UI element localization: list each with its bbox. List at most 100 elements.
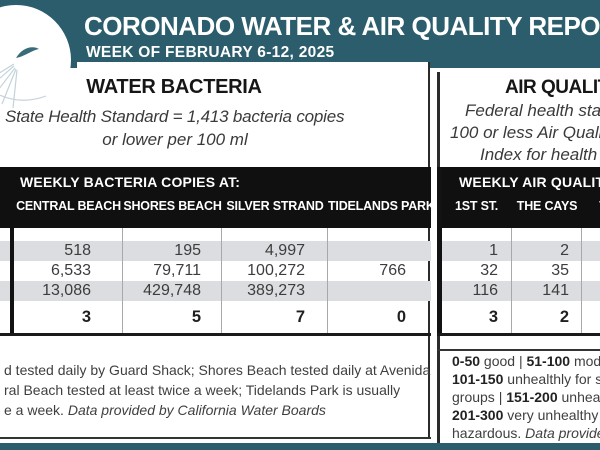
column-1st-st: 1ST ST. — [454, 199, 499, 213]
table-row: 13,086 429,748 389,273 — [0, 281, 431, 301]
cell: 6,533 — [14, 261, 123, 281]
water-table-left-border — [10, 228, 14, 336]
table-row: 1 2 — [441, 241, 600, 261]
legend-line4: 201-300 very unhealthy | — [452, 406, 600, 424]
bottom-bar — [0, 443, 600, 450]
cell: 13,086 — [14, 281, 123, 301]
water-footnote-line2: ral Beach tested at least twice a week; … — [4, 382, 401, 398]
table-row: 32 35 — [441, 261, 600, 281]
air-footer-top-border — [437, 349, 600, 351]
cell — [441, 228, 512, 241]
cell: 100,272 — [222, 261, 328, 281]
cell — [512, 228, 582, 241]
table-row — [0, 228, 431, 241]
logo-circle — [0, 5, 71, 115]
legend-range: 51-100 — [526, 353, 571, 369]
air-index-legend: 0-50 good | 51-100 moderate | 101-150 un… — [452, 352, 600, 442]
column-shores-beach: SHORES BEACH — [123, 199, 222, 213]
air-standard-line2: 100 or less Air Quality — [450, 123, 600, 142]
cell: 195 — [123, 241, 222, 261]
report-week-subtitle: WEEK OF FEBRUARY 6-12, 2025 — [86, 44, 335, 61]
air-table-header: WEEKLY AIR QUALITY INDEX AT: 1ST ST. THE… — [441, 167, 600, 228]
cell — [328, 228, 431, 241]
table-row-totals: 3 5 7 0 — [0, 301, 431, 333]
cell: 4,997 — [222, 241, 328, 261]
cell: 79,711 — [123, 261, 222, 281]
legend-text: very unhealthy | — [503, 407, 600, 423]
column-central-beach: CENTRAL BEACH — [16, 199, 121, 213]
cell: 518 — [14, 241, 123, 261]
cell: 2 — [512, 241, 582, 261]
legend-text: moderate | — [573, 353, 600, 369]
water-footnote-line3: e a week. Data provided by California Wa… — [4, 400, 430, 420]
legend-line1: 0-50 good | 51-100 moderate | — [452, 352, 600, 370]
water-footnote: d tested daily by Guard Shack; Shores Be… — [4, 360, 430, 420]
cell — [582, 281, 600, 301]
column-the-cays: THE CAYS — [516, 199, 578, 213]
cell — [14, 228, 123, 241]
cell: 3 — [14, 301, 123, 333]
cell — [582, 228, 600, 241]
column-tidelands-park: TIDELANDS PARK — [328, 199, 435, 213]
water-standard-line2: or lower per 100 ml — [102, 130, 248, 149]
legend-text: groups | — [452, 389, 507, 405]
air-table-title: WEEKLY AIR QUALITY INDEX AT: — [459, 174, 600, 190]
water-standard-line1: State Health Standard = 1,413 bacteria c… — [5, 107, 345, 126]
cell — [123, 228, 222, 241]
legend-line2: 101-150 unhealthly for sensitive — [452, 370, 600, 388]
water-footnote-line3-text: e a week. — [4, 402, 68, 418]
logo-rays — [0, 63, 47, 109]
cell: 116 — [441, 281, 512, 301]
page-title: CORONADO WATER & AIR QUALITY REPORT — [84, 11, 600, 41]
cell: 429,748 — [123, 281, 222, 301]
legend-range: 101-150 — [452, 371, 504, 387]
cell — [582, 301, 600, 333]
cell — [328, 241, 431, 261]
water-table-columns: CENTRAL BEACH SHORES BEACH SILVER STRAND… — [14, 199, 435, 213]
air-data-source: Data provided by — [525, 425, 600, 441]
table-row-totals: 3 2 — [441, 301, 600, 333]
cell — [582, 241, 600, 261]
legend-range: 201-300 — [452, 407, 504, 423]
column-cropped: THE — [582, 199, 600, 213]
air-standard-line3: Index for health — [480, 145, 598, 164]
water-table-bottom-border — [0, 333, 431, 336]
table-row — [441, 228, 600, 241]
legend-line3: groups | 151-200 unhealthy | — [452, 388, 600, 406]
cell — [582, 261, 600, 281]
water-table-title: WEEKLY BACTERIA COPIES AT: — [20, 174, 241, 190]
legend-text: good | — [480, 353, 527, 369]
logo-bird-icon — [16, 47, 39, 58]
table-row: 116 141 — [441, 281, 600, 301]
air-table-columns: 1ST ST. THE CAYS THE — [441, 199, 600, 213]
air-table-bottom-border — [437, 333, 600, 336]
water-data-source: Data provided by California Water Boards — [67, 402, 326, 418]
cell: 35 — [512, 261, 582, 281]
legend-text: unhealthy | — [561, 389, 600, 405]
water-bacteria-heading: WATER BACTERIA — [86, 76, 262, 98]
cell: 32 — [441, 261, 512, 281]
cell: 3 — [441, 301, 512, 333]
legend-range: 151-200 — [506, 389, 558, 405]
air-quality-heading: AIR QUALITY — [505, 77, 600, 98]
header-gap — [77, 62, 428, 72]
legend-text: unhealthly for sensitive — [507, 371, 600, 387]
air-quality-table: WEEKLY AIR QUALITY INDEX AT: 1ST ST. THE… — [441, 167, 600, 333]
cell: 389,273 — [222, 281, 328, 301]
column-silver-strand: SILVER STRAND — [226, 199, 324, 213]
water-table-header: WEEKLY BACTERIA COPIES AT: CENTRAL BEACH… — [0, 167, 435, 228]
cell: 5 — [123, 301, 222, 333]
coronado-logo — [0, 5, 71, 115]
cell: 7 — [222, 301, 328, 333]
cell: 2 — [512, 301, 582, 333]
water-footnote-line1: d tested daily by Guard Shack; Shores Be… — [4, 362, 431, 378]
water-bacteria-table: WEEKLY BACTERIA COPIES AT: CENTRAL BEACH… — [0, 167, 435, 333]
table-row: 6,533 79,711 100,272 766 — [0, 261, 431, 281]
air-table-left-border — [437, 167, 442, 336]
water-footer-bottom-border — [0, 437, 431, 439]
legend-line5: hazardous. Data provided by — [452, 424, 600, 442]
cell: 766 — [379, 262, 406, 279]
header-band — [0, 0, 600, 68]
cell — [328, 281, 431, 301]
